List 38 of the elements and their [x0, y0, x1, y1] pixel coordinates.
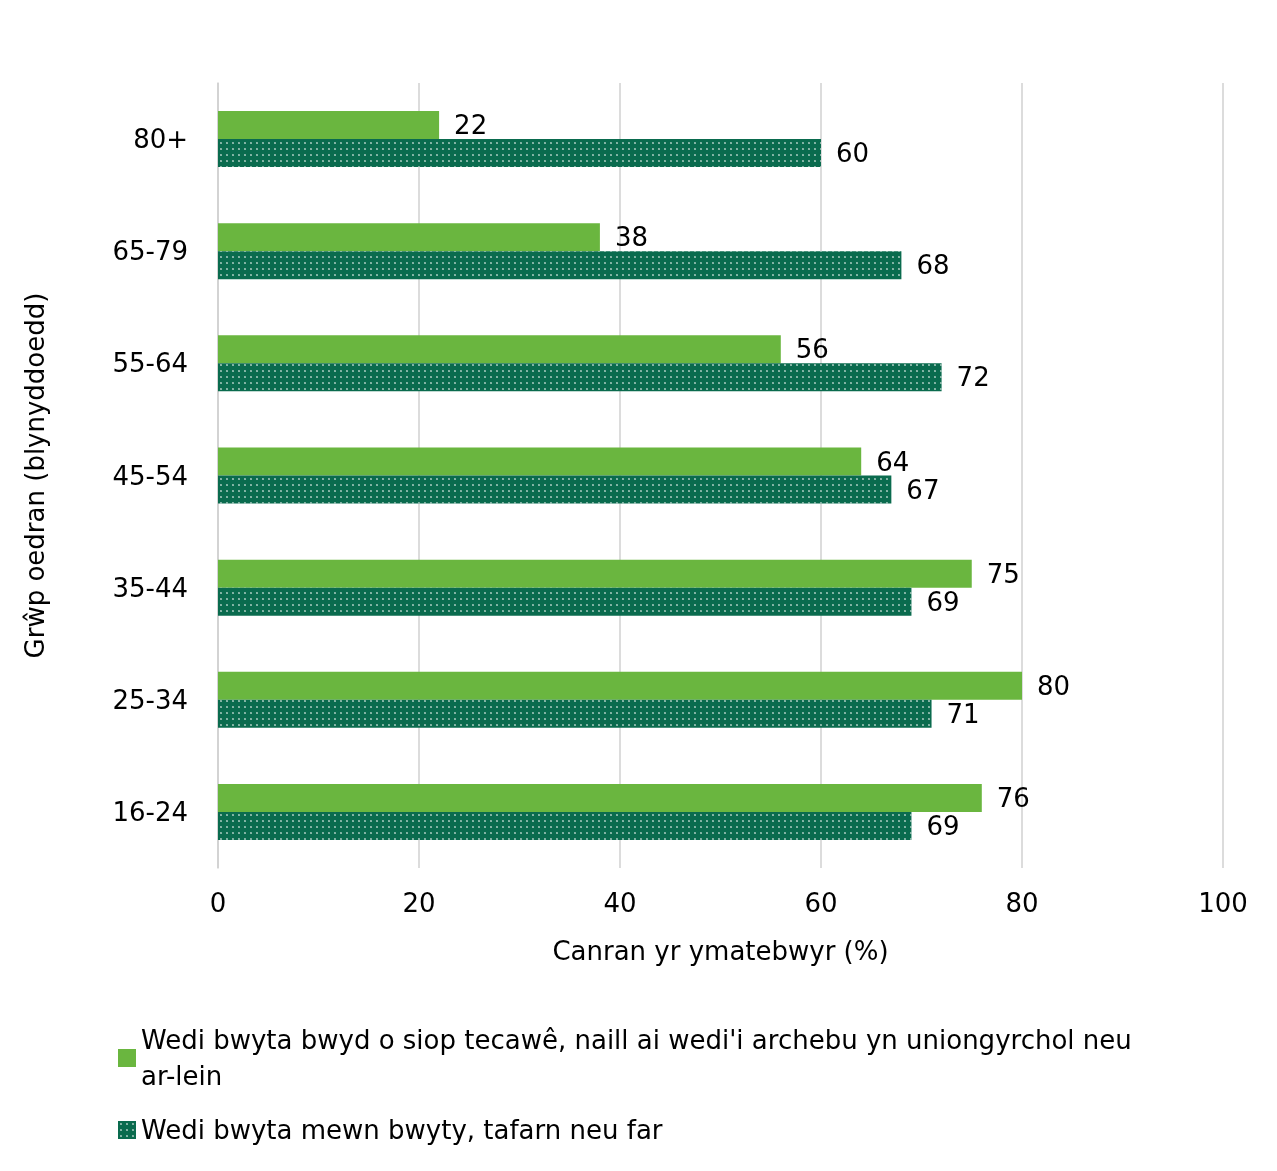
y-tick-label: 16-24 — [112, 796, 188, 827]
x-tick-label: 0 — [209, 888, 227, 918]
y-tick-label: 35-44 — [112, 572, 188, 603]
data-label: 38 — [614, 222, 648, 253]
bar — [218, 783, 982, 812]
data-label: 60 — [836, 138, 870, 169]
y-tick-label: 55-64 — [112, 348, 188, 379]
data-label: 64 — [876, 446, 910, 477]
x-tick-label: 80 — [1005, 888, 1039, 918]
data-label: 72 — [956, 362, 990, 393]
bar — [218, 671, 1022, 700]
bar — [218, 111, 440, 140]
bar — [218, 559, 972, 588]
legend-label: Wedi bwyta bwyd o siop tecawê, naill ai wedi'i archebu yn uniongyrchol neu ar-lein — [141, 1025, 1141, 1091]
data-label: 22 — [454, 110, 488, 141]
y-tick-label: 65-79 — [112, 236, 188, 267]
x-axis-title: Canran yr ymatebwyr (%) — [552, 936, 889, 966]
legend-label: Wedi bwyta mewn bwyty, tafarn neu far — [141, 1115, 663, 1145]
data-label: 76 — [996, 782, 1030, 813]
data-label: 71 — [946, 698, 980, 729]
data-label: 80 — [1037, 670, 1071, 701]
data-label: 69 — [926, 586, 960, 617]
y-tick-label: 25-34 — [112, 684, 188, 715]
data-label: 75 — [986, 558, 1020, 589]
data-label: 69 — [926, 810, 960, 841]
bar — [218, 335, 781, 364]
y-axis-title: Grŵp oedran (blynyddoedd) — [20, 292, 50, 659]
x-tick-label: 60 — [804, 888, 838, 918]
data-label: 56 — [795, 334, 829, 365]
x-tick-label: 20 — [402, 888, 436, 918]
y-tick-label: 45-54 — [112, 460, 188, 491]
x-tick-label: 40 — [603, 888, 637, 918]
x-tick-label: 100 — [1198, 888, 1248, 918]
data-label: 68 — [916, 250, 950, 281]
data-label: 67 — [906, 474, 940, 505]
bar — [218, 447, 862, 476]
bar — [218, 223, 600, 252]
y-tick-label: 80+ — [133, 124, 188, 155]
